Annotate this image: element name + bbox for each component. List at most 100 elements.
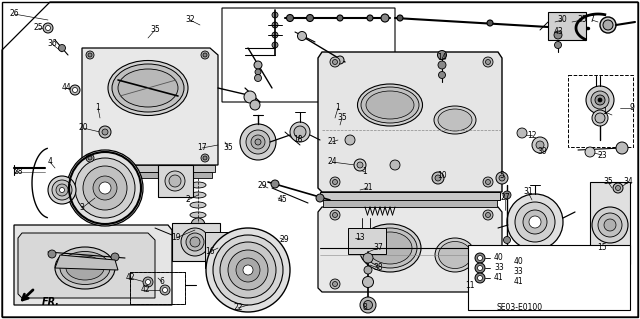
Circle shape bbox=[294, 126, 306, 138]
Text: 6: 6 bbox=[159, 278, 164, 286]
Circle shape bbox=[236, 258, 260, 282]
Circle shape bbox=[60, 188, 65, 192]
Circle shape bbox=[496, 172, 508, 184]
Text: 1: 1 bbox=[335, 103, 340, 113]
Circle shape bbox=[486, 180, 490, 184]
Ellipse shape bbox=[358, 84, 422, 126]
Text: 40: 40 bbox=[494, 254, 504, 263]
Circle shape bbox=[477, 265, 483, 271]
Circle shape bbox=[99, 182, 111, 194]
Bar bbox=[130, 272, 185, 304]
Circle shape bbox=[86, 154, 94, 162]
Circle shape bbox=[515, 202, 555, 242]
Ellipse shape bbox=[190, 202, 206, 208]
Text: 16: 16 bbox=[205, 248, 215, 256]
Circle shape bbox=[438, 71, 445, 78]
Circle shape bbox=[201, 51, 209, 59]
Circle shape bbox=[536, 141, 544, 149]
Text: 41: 41 bbox=[494, 273, 504, 283]
Circle shape bbox=[88, 53, 92, 57]
Circle shape bbox=[45, 26, 51, 31]
Text: 36: 36 bbox=[47, 40, 57, 48]
Circle shape bbox=[48, 250, 56, 258]
Circle shape bbox=[357, 162, 363, 168]
Circle shape bbox=[181, 228, 209, 256]
Text: 21: 21 bbox=[327, 137, 337, 146]
Bar bbox=[548, 12, 586, 40]
Circle shape bbox=[438, 61, 446, 69]
Text: 20: 20 bbox=[78, 123, 88, 132]
Circle shape bbox=[476, 276, 481, 280]
Circle shape bbox=[193, 230, 203, 240]
Circle shape bbox=[330, 177, 340, 187]
Circle shape bbox=[585, 147, 595, 157]
Ellipse shape bbox=[108, 61, 188, 115]
Circle shape bbox=[333, 212, 337, 218]
Text: SE03-E0100: SE03-E0100 bbox=[497, 303, 543, 313]
Circle shape bbox=[316, 194, 324, 202]
Circle shape bbox=[604, 219, 616, 231]
Text: 26: 26 bbox=[9, 10, 19, 19]
Bar bbox=[468, 245, 630, 310]
Circle shape bbox=[397, 15, 403, 21]
Circle shape bbox=[523, 210, 547, 234]
Circle shape bbox=[255, 139, 261, 145]
Text: 27: 27 bbox=[500, 194, 510, 203]
Circle shape bbox=[330, 210, 340, 220]
Circle shape bbox=[507, 194, 563, 250]
Polygon shape bbox=[88, 172, 212, 178]
Polygon shape bbox=[18, 233, 155, 298]
Circle shape bbox=[244, 91, 256, 103]
Circle shape bbox=[163, 287, 168, 293]
Circle shape bbox=[83, 166, 127, 210]
Circle shape bbox=[251, 135, 265, 149]
Circle shape bbox=[486, 212, 490, 218]
Circle shape bbox=[169, 175, 181, 187]
Circle shape bbox=[287, 14, 294, 21]
Ellipse shape bbox=[190, 212, 206, 218]
Circle shape bbox=[473, 285, 483, 295]
Circle shape bbox=[99, 126, 111, 138]
Circle shape bbox=[483, 279, 493, 289]
Text: 1: 1 bbox=[363, 167, 367, 176]
Circle shape bbox=[272, 12, 278, 18]
Circle shape bbox=[307, 14, 314, 21]
Circle shape bbox=[240, 124, 276, 160]
Circle shape bbox=[75, 158, 135, 218]
Circle shape bbox=[390, 160, 400, 170]
Ellipse shape bbox=[359, 224, 421, 272]
Bar bbox=[348, 228, 386, 254]
Circle shape bbox=[554, 31, 562, 39]
Circle shape bbox=[595, 113, 605, 123]
Circle shape bbox=[220, 242, 276, 298]
Text: 1: 1 bbox=[603, 108, 607, 116]
Circle shape bbox=[190, 237, 200, 247]
Circle shape bbox=[432, 172, 444, 184]
Text: 21: 21 bbox=[364, 183, 372, 192]
Polygon shape bbox=[82, 48, 218, 165]
Text: 10: 10 bbox=[437, 170, 447, 180]
Circle shape bbox=[592, 110, 608, 126]
Circle shape bbox=[592, 207, 628, 243]
Circle shape bbox=[600, 17, 616, 33]
Ellipse shape bbox=[112, 64, 184, 112]
Ellipse shape bbox=[55, 247, 115, 289]
Text: 13: 13 bbox=[355, 234, 365, 242]
Circle shape bbox=[255, 75, 262, 81]
Circle shape bbox=[70, 85, 80, 95]
Circle shape bbox=[532, 137, 548, 153]
Bar bbox=[568, 75, 633, 147]
Circle shape bbox=[499, 175, 505, 181]
Circle shape bbox=[250, 100, 260, 110]
Polygon shape bbox=[14, 225, 172, 305]
Text: 39: 39 bbox=[537, 147, 547, 157]
Text: 35: 35 bbox=[337, 114, 347, 122]
Ellipse shape bbox=[190, 182, 206, 188]
Circle shape bbox=[165, 171, 185, 191]
Bar bbox=[205, 232, 250, 268]
Circle shape bbox=[272, 22, 278, 28]
Ellipse shape bbox=[190, 192, 206, 198]
Ellipse shape bbox=[368, 232, 412, 264]
Circle shape bbox=[364, 266, 372, 274]
Circle shape bbox=[364, 300, 372, 309]
